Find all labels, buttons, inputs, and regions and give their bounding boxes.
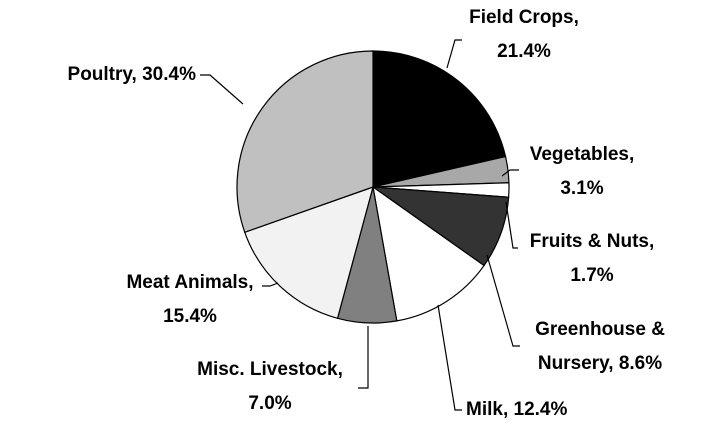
slice-label: 7.0%	[248, 393, 291, 414]
slice-label: Nursery, 8.6%	[538, 353, 662, 374]
slice-label: 1.7%	[570, 265, 613, 286]
slice-label: Milk, 12.4%	[466, 399, 567, 420]
slice-label: Vegetables,	[530, 144, 635, 165]
slice-label: 15.4%	[163, 306, 217, 327]
slice-label: Fruits & Nuts,	[530, 231, 655, 252]
leader-line	[262, 282, 279, 287]
pie-slice	[372, 50, 507, 188]
slice-label: Field Crops,	[469, 7, 579, 28]
slice-label: 3.1%	[560, 178, 603, 199]
pie-slice	[236, 50, 374, 234]
pie-slice	[243, 186, 374, 320]
leader-line	[486, 254, 520, 347]
leader-line	[446, 39, 462, 69]
leader-line	[437, 304, 462, 411]
slice-label: Misc. Livestock,	[197, 359, 343, 380]
slice-label: 21.4%	[497, 41, 551, 62]
leader-line	[200, 74, 244, 105]
leader-line	[505, 201, 518, 249]
leader-line	[501, 169, 519, 177]
slice-label: Meat Animals,	[126, 272, 253, 293]
pie-slice	[372, 185, 485, 322]
slice-label: Greenhouse &	[535, 319, 665, 340]
leader-line	[358, 326, 369, 389]
slice-label: Poultry, 30.4%	[68, 64, 197, 85]
